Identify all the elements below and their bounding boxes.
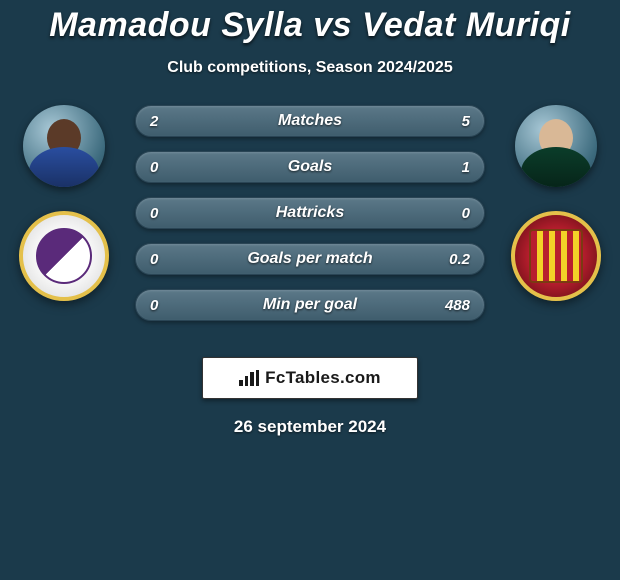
stat-label: Matches: [278, 112, 342, 130]
comparison-body: 2 Matches 5 0 Goals 1 0 Hattricks 0 0 Go…: [0, 105, 620, 335]
stat-label: Goals: [288, 158, 332, 176]
comparison-card: Mamadou Sylla vs Vedat Muriqi Club compe…: [0, 0, 620, 437]
stat-value-right: 1: [462, 159, 470, 176]
date-text: 26 september 2024: [0, 417, 620, 437]
stat-value-right: 0: [462, 205, 470, 222]
stat-value-left: 0: [150, 205, 158, 222]
stat-label: Goals per match: [247, 250, 372, 268]
brand-badge: FcTables.com: [202, 357, 418, 399]
stat-value-left: 2: [150, 113, 158, 130]
stat-label: Hattricks: [276, 204, 344, 222]
stat-value-right: 5: [462, 113, 470, 130]
stat-row: 0 Hattricks 0: [135, 197, 485, 229]
stat-value-left: 0: [150, 159, 158, 176]
stat-value-right: 488: [445, 297, 470, 314]
stat-label: Min per goal: [263, 296, 357, 314]
stat-row: 2 Matches 5: [135, 105, 485, 137]
stat-row: 0 Min per goal 488: [135, 289, 485, 321]
player2-avatar: [515, 105, 597, 187]
barchart-icon: [239, 370, 259, 386]
player1-column: [4, 105, 124, 301]
stat-value-left: 0: [150, 297, 158, 314]
player2-club-crest: [511, 211, 601, 301]
stat-row: 0 Goals 1: [135, 151, 485, 183]
player2-column: [496, 105, 616, 301]
stats-bars: 2 Matches 5 0 Goals 1 0 Hattricks 0 0 Go…: [135, 105, 485, 321]
page-title: Mamadou Sylla vs Vedat Muriqi: [0, 6, 620, 45]
subtitle: Club competitions, Season 2024/2025: [0, 59, 620, 77]
stat-row: 0 Goals per match 0.2: [135, 243, 485, 275]
stat-value-right: 0.2: [449, 251, 470, 268]
player1-name: Mamadou Sylla: [49, 6, 303, 44]
stat-value-left: 0: [150, 251, 158, 268]
vs-separator: vs: [313, 6, 352, 44]
player2-name: Vedat Muriqi: [362, 6, 571, 44]
player1-club-crest: [19, 211, 109, 301]
brand-text: FcTables.com: [265, 368, 381, 388]
player1-avatar: [23, 105, 105, 187]
